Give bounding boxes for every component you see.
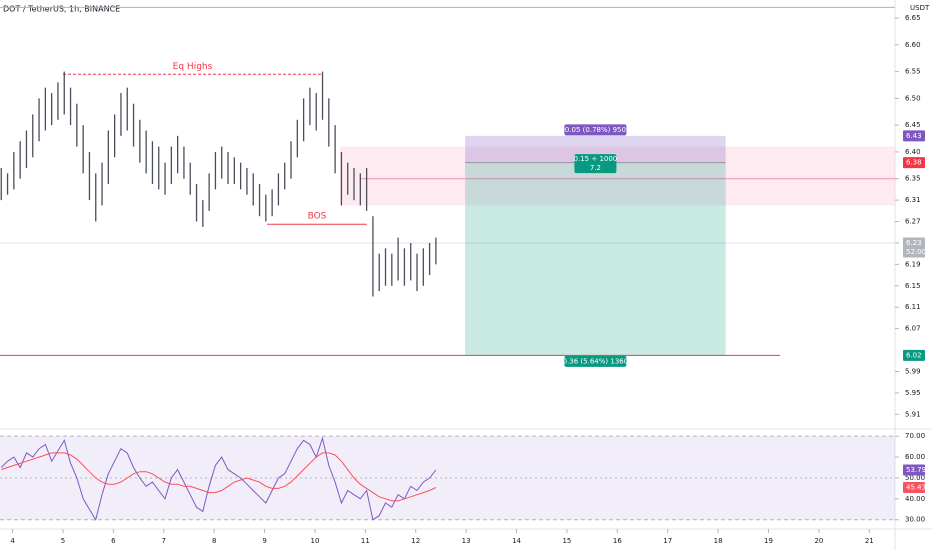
center-label-box xyxy=(574,154,617,174)
target-label: 0.36 (5.64%) 1360 xyxy=(563,357,629,365)
rsi-tag: 45.43 xyxy=(906,484,926,492)
x-tick-label: 14 xyxy=(512,537,521,545)
rsi-line xyxy=(0,436,437,521)
y-tick-label: 6.15 xyxy=(905,282,921,290)
y-tick-label: 6.50 xyxy=(905,94,921,102)
x-tick-label: 11 xyxy=(361,537,370,545)
annotation-label: Eq Highs xyxy=(173,62,213,72)
y-tick-label: 6.31 xyxy=(905,196,921,204)
supply-zone xyxy=(340,146,895,206)
y-tick-label: 6.19 xyxy=(905,260,921,268)
x-tick-label: 9 xyxy=(262,537,266,545)
x-tick-label: 20 xyxy=(814,537,823,545)
x-tick-label: 4 xyxy=(10,537,15,545)
stop-label: 0.05 (0.78%) 950 xyxy=(565,126,626,134)
target-tag: 6.02 xyxy=(906,351,922,359)
x-tick-label: 18 xyxy=(714,537,723,545)
currency: USDT xyxy=(910,4,930,12)
x-tick-label: 10 xyxy=(311,537,320,545)
stop-tag: 6.43 xyxy=(906,132,922,140)
rsi-tick-label: 40.00 xyxy=(905,495,925,503)
y-tick-label: 5.95 xyxy=(905,389,921,397)
stop-label-box xyxy=(564,124,627,136)
y-tick-label: 5.99 xyxy=(905,367,921,375)
x-tick-label: 21 xyxy=(865,537,874,545)
target-area xyxy=(465,162,726,356)
symbol-header: DOT / TetherUS, 1h, BINANCE xyxy=(3,5,120,14)
y-tick-label: 6.60 xyxy=(905,41,921,49)
rsi-tag-box xyxy=(903,464,925,476)
y-tick-label: 6.45 xyxy=(905,121,921,129)
rsi-tag-box xyxy=(903,482,925,494)
y-tick-label: 6.35 xyxy=(905,175,921,183)
x-tick-label: 8 xyxy=(212,537,216,545)
last-price-tag-box xyxy=(903,237,925,258)
rsi-tick-label: 30.00 xyxy=(905,516,925,524)
stop-tag-box xyxy=(903,130,925,142)
entry-tag-box xyxy=(903,157,925,169)
center-label: 0.15 ÷ 1000 xyxy=(574,155,618,163)
rsi-tick-label: 70.00 xyxy=(905,432,925,440)
last-price-tag-countdown: 52:00 xyxy=(906,248,926,256)
center-label: 7.2 xyxy=(590,164,601,172)
rsi-tag: 53.79 xyxy=(906,466,926,474)
annotation-label: BOS xyxy=(308,212,327,222)
rsi-line xyxy=(1,452,437,502)
entry-tag: 6.38 xyxy=(906,159,922,167)
rsi-tick-label: 60.00 xyxy=(905,453,925,461)
last-price-tag: 6.23 xyxy=(906,239,922,247)
x-tick-label: 17 xyxy=(663,537,672,545)
y-tick-label: 6.40 xyxy=(905,148,921,156)
y-tick-label: 6.27 xyxy=(905,218,921,226)
x-tick-label: 13 xyxy=(462,537,471,545)
y-tick-label: 6.11 xyxy=(905,303,921,311)
x-tick-label: 19 xyxy=(764,537,773,545)
y-tick-label: 6.55 xyxy=(905,68,921,76)
target-label-box xyxy=(564,355,627,367)
x-tick-label: 12 xyxy=(411,537,420,545)
target-tag-box xyxy=(903,349,925,361)
x-tick-label: 6 xyxy=(111,537,116,545)
y-tick-label: 5.91 xyxy=(905,410,921,418)
x-tick-label: 5 xyxy=(61,537,65,545)
rsi-tick-label: 50.00 xyxy=(905,474,925,482)
y-tick-label: 6.65 xyxy=(905,14,921,22)
y-tick-label: 6.07 xyxy=(905,325,921,333)
x-tick-label: 15 xyxy=(562,537,571,545)
x-tick-label: 16 xyxy=(613,537,622,545)
x-tick-label: 7 xyxy=(162,537,166,545)
